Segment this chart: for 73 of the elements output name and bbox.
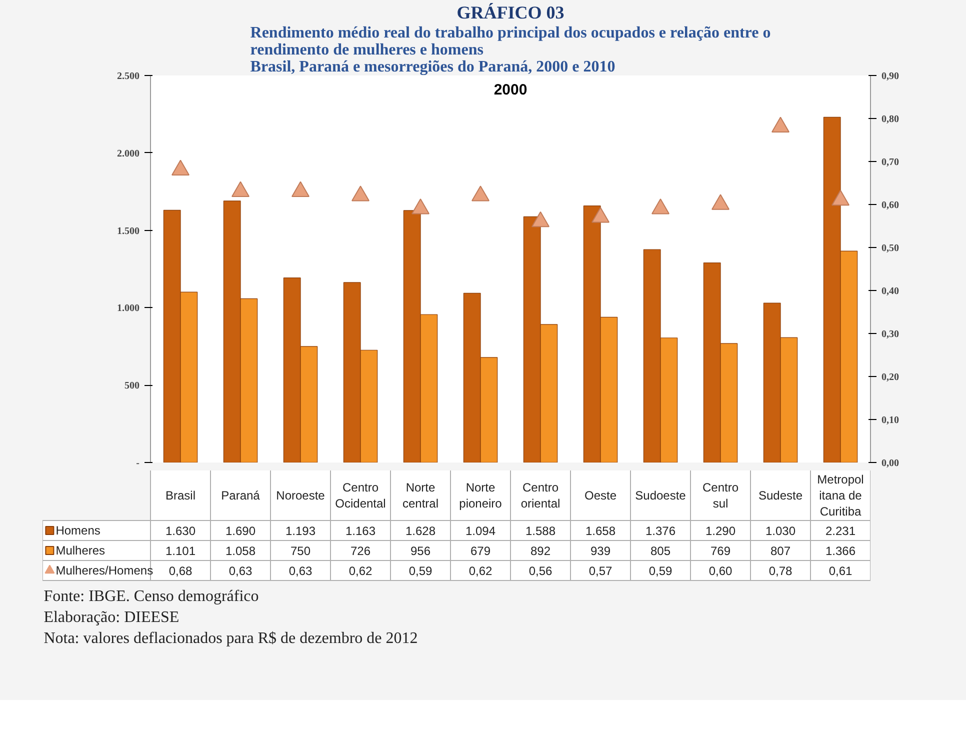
y-tick-label: - [136, 458, 140, 469]
data-label: 0,78 [768, 564, 793, 578]
data-label: 0,60 [708, 564, 733, 578]
x-tick-label: Centro oriental [520, 480, 560, 511]
data-label: 892 [530, 544, 551, 558]
x-tick-label: Paraná [221, 488, 260, 502]
data-label: 0,57 [588, 564, 613, 578]
data-label: 1.628 [405, 524, 436, 538]
legend-label: Mulheres/Homens [56, 564, 154, 578]
x-tick-label: Oeste [584, 488, 617, 502]
legend-label: Mulheres [56, 544, 106, 558]
legend-label: Homens [56, 524, 100, 538]
x-tick-label: Centro Ocidental [335, 480, 386, 511]
y2-tick-label: 0,20 [882, 372, 899, 383]
x-tick-label: Sudoeste [635, 488, 686, 502]
data-label: 1.030 [765, 524, 796, 538]
data-label: 0,56 [528, 564, 553, 578]
data-label: 0,62 [348, 564, 373, 578]
data-label: 0,61 [828, 564, 853, 578]
x-tick-label: Norte central [402, 480, 439, 511]
data-label: 1.101 [165, 544, 196, 558]
y2-tick-label: 0,30 [882, 329, 899, 340]
x-tick-label: Sudeste [758, 488, 803, 502]
x-tick-label: Centro sul [702, 480, 739, 511]
annotation: 2000 [494, 82, 528, 98]
data-label: 1.163 [345, 524, 376, 538]
data-label: 1.588 [525, 524, 556, 538]
y-tick-label: 500 [124, 380, 140, 392]
data-label: 956 [410, 544, 431, 558]
y2-tick-label: 0,00 [882, 458, 899, 469]
data-label: 1.690 [225, 524, 256, 538]
y-tick-label: 2.500 [117, 71, 140, 82]
data-label: 1.094 [465, 524, 496, 538]
y2-tick-label: 0,70 [882, 157, 899, 168]
data-label: 0,59 [408, 564, 433, 578]
y-tick-label: 2.000 [117, 148, 140, 160]
text: Nota: valores deflacionados para R$ de dezembro de 2012 [44, 630, 418, 647]
data-label: 769 [710, 544, 731, 558]
data-label: 726 [350, 544, 371, 558]
data-label: 2.231 [825, 524, 856, 538]
data-label: 1.376 [645, 524, 676, 538]
data-label: 0,63 [228, 564, 253, 578]
data-label: 807 [770, 544, 791, 558]
data-label: 679 [470, 544, 491, 558]
data-label: 750 [290, 544, 311, 558]
data-label: 1.290 [705, 524, 736, 538]
data-label: 0,59 [648, 564, 673, 578]
y2-tick-label: 0,40 [882, 286, 899, 297]
data-label: 1.366 [825, 544, 856, 558]
data-label: 0,62 [468, 564, 493, 578]
source-note: Fonte: IBGE. Censo demográfico [44, 588, 259, 605]
data-label: 0,68 [168, 564, 193, 578]
chart-subtitle: Rendimento médio real do trabalho principal dos ocupados e relação entre o rendimento de mulheres e homens Brasil, Paraná e mesorregiões do Paraná, 2000 e 2010 [250, 24, 771, 76]
data-label: 0,63 [288, 564, 313, 578]
y-tick-label: 1.000 [117, 303, 140, 314]
data-label: 939 [590, 544, 611, 558]
data-label: 805 [650, 544, 671, 558]
data-label: 1.058 [225, 544, 256, 558]
y2-tick-label: 0,50 [882, 243, 899, 254]
data-label: 1.193 [285, 524, 316, 538]
y-tick-label: 1.500 [117, 226, 140, 237]
y2-tick-label: 0,90 [882, 71, 899, 82]
x-tick-label: Metropolitana de Curitiba [817, 472, 864, 519]
y2-tick-label: 0,80 [882, 114, 899, 125]
data-label: 1.630 [165, 524, 196, 538]
x-tick-label: Brasil [165, 488, 196, 502]
x-tick-label: Noroeste [276, 488, 326, 502]
text: Elaboração: DIEESE [44, 609, 180, 626]
y2-tick-label: 0,60 [882, 200, 899, 211]
data-label: 1.658 [585, 524, 616, 538]
x-tick-label: Norte pioneiro [459, 480, 502, 511]
chart-title: GRÁFICO 03 [456, 2, 564, 22]
y2-tick-label: 0,10 [882, 415, 899, 426]
